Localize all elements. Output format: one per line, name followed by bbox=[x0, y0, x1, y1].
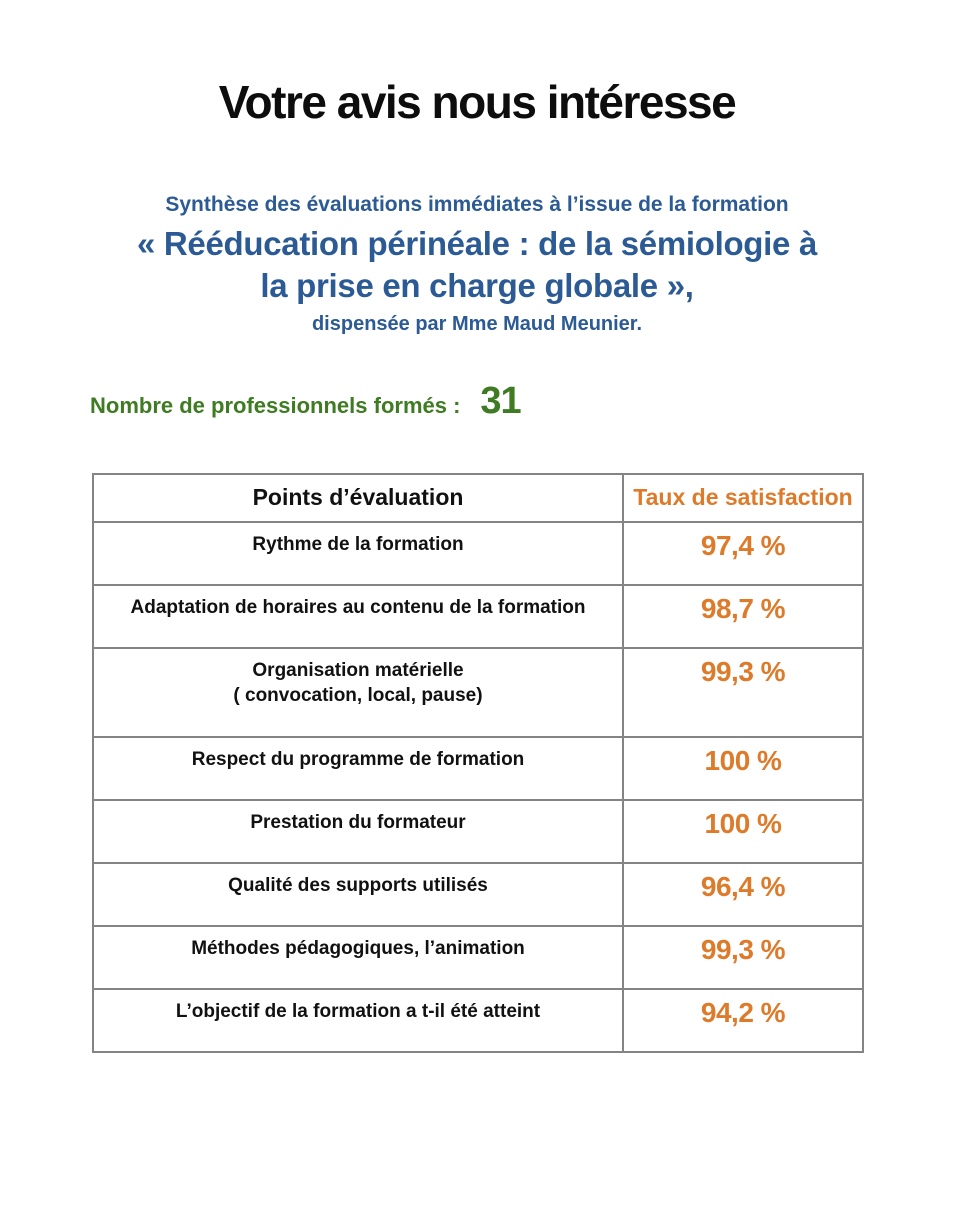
trained-count-value: 31 bbox=[480, 379, 521, 422]
evaluation-point-label: Respect du programme de formation bbox=[92, 735, 624, 801]
results-table: Points d’évaluation Taux de satisfaction… bbox=[92, 472, 864, 1053]
synthesis-intro-text: Synthèse des évaluations immédiates à l’… bbox=[165, 192, 789, 216]
satisfaction-value: 97,4 % bbox=[622, 520, 864, 586]
trainer-credit-text: dispensée par Mme Maud Meunier. bbox=[311, 312, 643, 335]
page-title: Votre avis nous intéresse bbox=[218, 76, 737, 128]
course-title: « Rééducation périnéale : de la sémiolog… bbox=[136, 225, 818, 305]
table-row: Rythme de la formation 97,4 % bbox=[92, 520, 864, 586]
evaluation-point-label: L’objectif de la formation a t-il été at… bbox=[92, 987, 624, 1053]
subtitle-block: Synthèse des évaluations immédiates à l’… bbox=[0, 191, 954, 338]
evaluation-point-label: Prestation du formateur bbox=[92, 798, 624, 864]
satisfaction-value: 100 % bbox=[622, 798, 864, 864]
satisfaction-value: 94,2 % bbox=[622, 987, 864, 1053]
evaluation-point-label: Rythme de la formation bbox=[92, 520, 624, 586]
satisfaction-column-header: Taux de satisfaction bbox=[622, 472, 864, 523]
table-row: Respect du programme de formation 100 % bbox=[92, 735, 864, 801]
satisfaction-value: 99,3 % bbox=[622, 924, 864, 990]
table-row: L’objectif de la formation a t-il été at… bbox=[92, 987, 864, 1053]
table-row: Adaptation de horaires au contenu de la … bbox=[92, 583, 864, 649]
table-row: Qualité des supports utilisés 96,4 % bbox=[92, 861, 864, 927]
evaluation-point-label: Adaptation de horaires au contenu de la … bbox=[92, 583, 624, 649]
evaluation-point-label: Organisation matérielle ( convocation, l… bbox=[92, 646, 624, 738]
table-row: Prestation du formateur 100 % bbox=[92, 798, 864, 864]
satisfaction-value: 98,7 % bbox=[622, 583, 864, 649]
points-column-header: Points d’évaluation bbox=[92, 472, 624, 523]
table-header-row: Points d’évaluation Taux de satisfaction bbox=[92, 472, 864, 523]
table-row: Organisation matérielle ( convocation, l… bbox=[92, 646, 864, 738]
satisfaction-value: 96,4 % bbox=[622, 861, 864, 927]
satisfaction-value: 100 % bbox=[622, 735, 864, 801]
evaluation-point-label: Qualité des supports utilisés bbox=[92, 861, 624, 927]
trained-count-line: Nombre de professionnels formés : 31 bbox=[90, 380, 954, 423]
satisfaction-value: 99,3 % bbox=[622, 646, 864, 738]
trained-count-label: Nombre de professionnels formés : bbox=[90, 392, 461, 418]
table-row: Méthodes pédagogiques, l’animation 99,3 … bbox=[92, 924, 864, 990]
evaluation-point-label: Méthodes pédagogiques, l’animation bbox=[92, 924, 624, 990]
